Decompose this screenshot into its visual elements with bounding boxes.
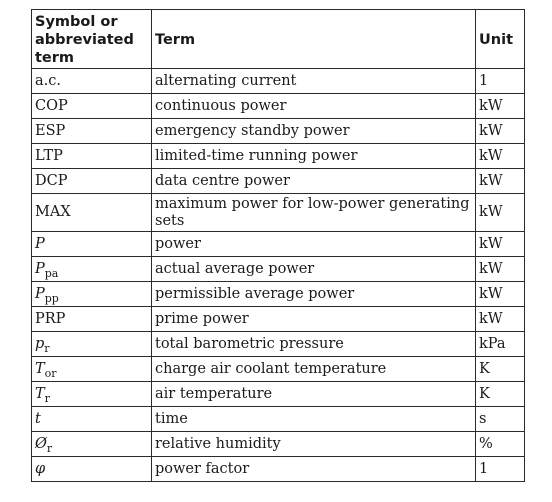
term-cell: relative humidity [151, 431, 476, 457]
table-row: P power kW [31, 231, 525, 257]
term-cell: continuous power [151, 93, 476, 119]
symbol-text: MAX [35, 204, 71, 220]
symbol-text: φ [35, 460, 46, 477]
symbol-cell: LTP [31, 143, 152, 169]
unit-cell: kPa [475, 331, 525, 357]
table-row: Tr air temperature K [31, 381, 525, 407]
unit-cell: 1 [475, 68, 525, 94]
symbol-text: LTP [35, 147, 63, 164]
symbol-text: P [35, 235, 45, 252]
symbol-subscript: or [44, 366, 57, 380]
unit-cell: s [475, 406, 525, 432]
table-row: ESP emergency standby power kW [31, 118, 525, 144]
symbol-cell: φ [31, 456, 152, 482]
table-row: DCP data centre power kW [31, 168, 525, 194]
term-cell: charge air coolant temperature [151, 356, 476, 382]
symbol-cell: ESP [31, 118, 152, 144]
symbol-text: T [35, 360, 45, 377]
symbol-text: t [35, 410, 41, 427]
symbol-text: PRP [35, 310, 66, 327]
table-row: a.c. alternating current 1 [31, 68, 525, 94]
table-row: t time s [31, 406, 525, 432]
symbol-cell: Ppa [31, 256, 152, 282]
symbol-text: DCP [35, 172, 68, 189]
table-row: pr total barometric pressure kPa [31, 331, 525, 357]
symbol-cell: MAX [31, 193, 152, 232]
unit-cell: % [475, 431, 525, 457]
symbol-cell: DCP [31, 168, 152, 194]
header-unit: Unit [475, 9, 525, 69]
term-cell: maximum power for low-power generating s… [151, 193, 476, 232]
symbol-subscript: r [44, 391, 50, 405]
table-row: COP continuous power kW [31, 93, 525, 119]
term-cell: permissible average power [151, 281, 476, 307]
symbol-cell: t [31, 406, 152, 432]
symbol-text: Ø [35, 435, 47, 452]
table-row: PRP prime power kW [31, 306, 525, 332]
unit-cell: kW [475, 143, 525, 169]
symbol-cell: P [31, 231, 152, 257]
symbol-cell: Tr [31, 381, 152, 407]
symbol-text: P [35, 260, 45, 277]
term-cell: prime power [151, 306, 476, 332]
symbol-text: T [35, 385, 45, 402]
header-symbol: Symbol or abbreviated term [31, 9, 152, 69]
term-cell: air temperature [151, 381, 476, 407]
table-body: a.c. alternating current 1 COP continuou… [31, 68, 525, 482]
table-row: Ppp permissible average power kW [31, 281, 525, 307]
symbol-text: a.c. [35, 72, 61, 89]
unit-cell: kW [475, 118, 525, 144]
table-row: MAX maximum power for low-power generati… [31, 193, 525, 232]
term-cell: emergency standby power [151, 118, 476, 144]
unit-cell: kW [475, 93, 525, 119]
table-row: LTP limited-time running power kW [31, 143, 525, 169]
term-cell: time [151, 406, 476, 432]
unit-cell: K [475, 356, 525, 382]
table-header-row: Symbol or abbreviated term Term Unit [31, 9, 525, 69]
term-cell: total barometric pressure [151, 331, 476, 357]
table-row: Ppa actual average power kW [31, 256, 525, 282]
term-cell: power [151, 231, 476, 257]
unit-cell: 1 [475, 456, 525, 482]
unit-cell: kW [475, 193, 525, 232]
symbol-cell: Tor [31, 356, 152, 382]
term-text: maximum power for low-power generating s… [155, 195, 470, 229]
unit-cell: K [475, 381, 525, 407]
symbol-cell: a.c. [31, 68, 152, 94]
term-cell: power factor [151, 456, 476, 482]
symbol-cell: pr [31, 331, 152, 357]
symbol-cell: COP [31, 93, 152, 119]
symbol-text: COP [35, 97, 68, 114]
symbol-subscript: r [46, 441, 53, 455]
unit-cell: kW [475, 306, 525, 332]
symbol-text: ESP [35, 122, 66, 139]
symbol-cell: PRP [31, 306, 152, 332]
symbol-subscript: pp [44, 291, 59, 305]
unit-cell: kW [475, 168, 525, 194]
header-term: Term [151, 9, 476, 69]
symbol-subscript: r [44, 341, 50, 355]
symbol-cell: Ppp [31, 281, 152, 307]
unit-cell: kW [475, 231, 525, 257]
symbol-text: P [35, 285, 45, 302]
unit-cell: kW [475, 281, 525, 307]
term-cell: alternating current [151, 68, 476, 94]
term-cell: actual average power [151, 256, 476, 282]
term-cell: limited-time running power [151, 143, 476, 169]
symbols-table: Symbol or abbreviated term Term Unit a.c… [31, 9, 525, 482]
table-row: Ør relative humidity % [31, 431, 525, 457]
symbol-cell: Ør [31, 431, 152, 457]
table-row: φ power factor 1 [31, 456, 525, 482]
table-row: Tor charge air coolant temperature K [31, 356, 525, 382]
unit-cell: kW [475, 256, 525, 282]
symbol-subscript: pa [44, 266, 59, 280]
symbol-text: p [35, 335, 45, 352]
term-cell: data centre power [151, 168, 476, 194]
